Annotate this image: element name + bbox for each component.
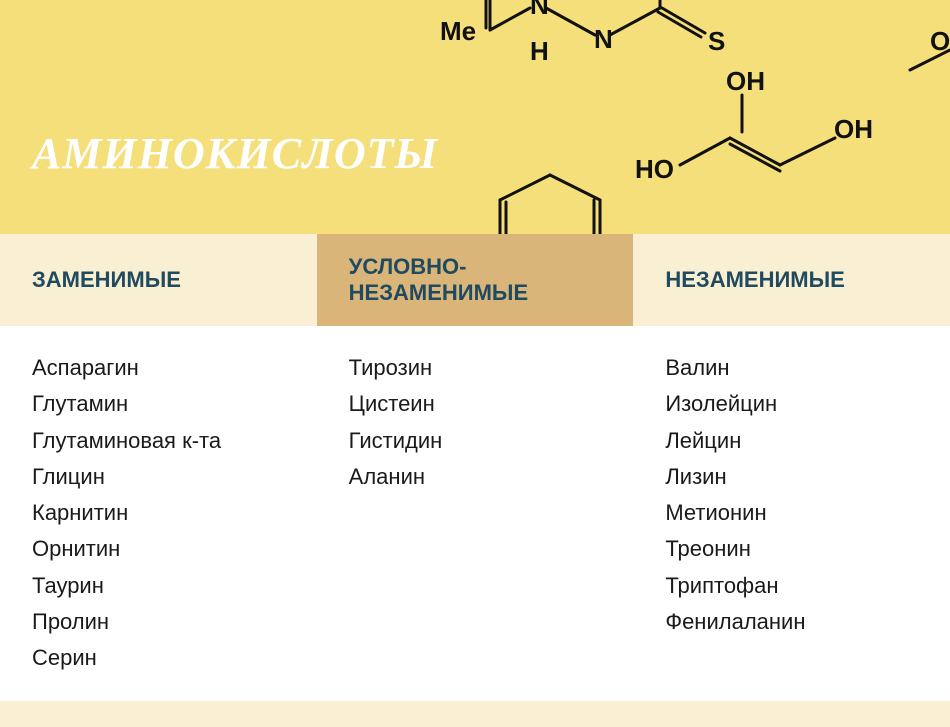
list-item: Метионин [665,495,918,531]
list-item: Глицин [32,459,285,495]
list-item: Изолейцин [665,386,918,422]
chem-label-o: O [930,26,950,56]
header-conditional: УСЛОВНО- НЕЗАМЕНИМЫЕ [317,234,634,326]
list-item: Треонин [665,531,918,567]
list-item: Триптофан [665,568,918,604]
list-item: Фенилаланин [665,604,918,640]
column-headers: ЗАМЕНИМЫЕ УСЛОВНО- НЕЗАМЕНИМЫЕ НЕЗАМЕНИМ… [0,234,950,326]
list-item: Аланин [349,459,602,495]
header-replaceable: ЗАМЕНИМЫЕ [0,234,317,326]
list-item: Карнитин [32,495,285,531]
chem-label-n1: N [530,0,549,20]
hero-banner: Me N H N S OH HO OH O АМИНОКИСЛОТЫ [0,0,950,234]
footer-band [0,701,950,727]
chemical-structure-icon: Me N H N S OH HO OH O [430,0,950,234]
list-item: Валин [665,350,918,386]
page-title: АМИНОКИСЛОТЫ [32,128,438,179]
list-item: Таурин [32,568,285,604]
chem-label-oh1: OH [726,66,765,96]
list-item: Орнитин [32,531,285,567]
chem-label-me: Me [440,16,476,46]
chem-label-ho: HO [635,154,674,184]
col-essential: ВалинИзолейцинЛейцинЛизинМетионинТреонин… [633,326,950,701]
chem-label-oh2: OH [834,114,873,144]
list-item: Тирозин [349,350,602,386]
list-item: Лизин [665,459,918,495]
list-item: Пролин [32,604,285,640]
list-item: Глутамин [32,386,285,422]
col-replaceable: АспарагинГлутаминГлутаминовая к-таГлицин… [0,326,317,701]
chem-label-s: S [708,26,725,56]
header-essential: НЕЗАМЕНИМЫЕ [633,234,950,326]
columns-body: АспарагинГлутаминГлутаминовая к-таГлицин… [0,326,950,701]
list-item: Гистидин [349,423,602,459]
list-item: Цистеин [349,386,602,422]
list-item: Глутаминовая к-та [32,423,285,459]
col-conditional: ТирозинЦистеинГистидинАланин [317,326,634,701]
list-item: Аспарагин [32,350,285,386]
chem-label-n2: N [594,24,613,54]
chem-label-h: H [530,36,549,66]
list-item: Серин [32,640,285,676]
list-item: Лейцин [665,423,918,459]
